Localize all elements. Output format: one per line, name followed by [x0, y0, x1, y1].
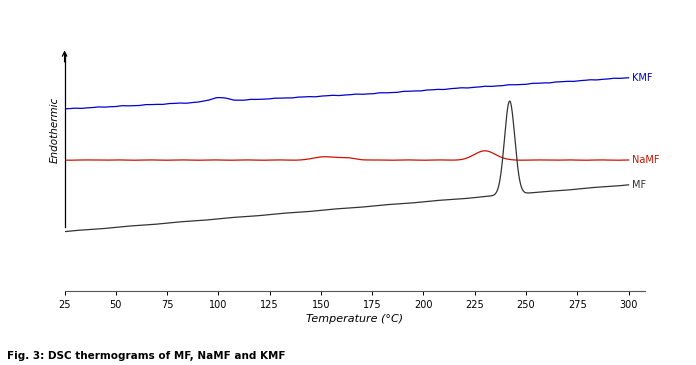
Text: Endothermic: Endothermic	[49, 96, 59, 162]
Text: NaMF: NaMF	[632, 155, 659, 165]
X-axis label: Temperature (°C): Temperature (°C)	[306, 315, 404, 324]
Text: Fig. 3: DSC thermograms of MF, NaMF and KMF: Fig. 3: DSC thermograms of MF, NaMF and …	[7, 351, 285, 361]
Text: MF: MF	[632, 180, 646, 190]
Text: KMF: KMF	[632, 73, 652, 83]
